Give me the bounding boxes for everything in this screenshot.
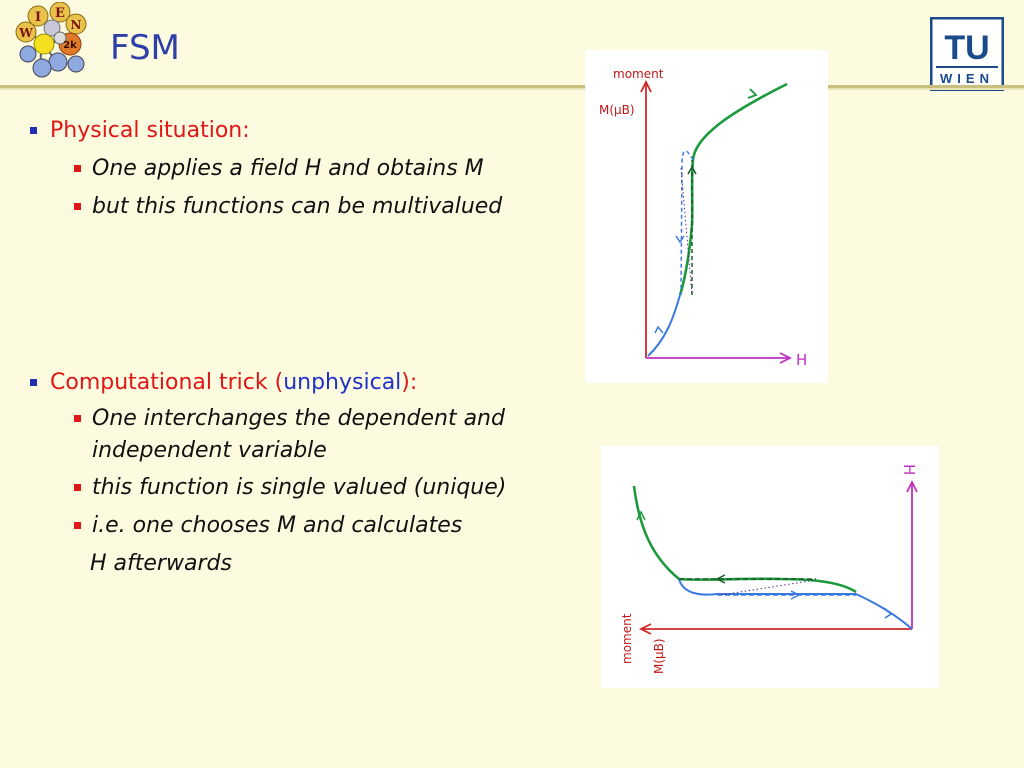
tu-wien-logo: TU WIEN	[930, 17, 1004, 91]
bullet-heading-part: ):	[401, 370, 418, 395]
sub-bullet: this function is single valued (unique)	[30, 472, 590, 503]
x-axis-arrow	[779, 352, 793, 364]
arrow-upper	[747, 88, 758, 99]
arrow-upper-left	[636, 510, 646, 521]
sub-bullet: but this functions can be multivalued	[30, 191, 590, 222]
dashed-down-blue	[680, 150, 694, 296]
sub-bullet-text: H afterwards	[90, 551, 232, 576]
sub-bullet-text: One interchanges the dependent and indep…	[92, 406, 505, 463]
bullet-heading-unphysical: unphysical	[283, 370, 402, 395]
slide-title: FSM	[110, 28, 180, 68]
bullet-heading: Physical situation:	[50, 118, 250, 143]
wien2k-logo: I E W N 2k	[15, 2, 87, 78]
bullet-marker	[30, 379, 37, 386]
sub-bullet-marker	[74, 484, 81, 491]
arrow-up	[687, 165, 697, 175]
sub-bullet-text: i.e. one chooses M and calculates	[92, 513, 463, 538]
sub-bullet-marker	[74, 165, 81, 172]
sub-bullet: One applies a field H and obtains M	[30, 153, 590, 184]
x-axis-label-h: H	[796, 351, 807, 369]
figure-h-vs-m: H moment M(μB)	[601, 446, 939, 688]
arrow-down	[675, 235, 685, 244]
sub-bullet-marker	[74, 415, 81, 422]
sub-bullet-marker	[74, 203, 81, 210]
arrow-left	[715, 574, 726, 584]
header-divider-shadow	[0, 88, 1024, 90]
sub-bullet-text: One applies a field H and obtains M	[92, 156, 484, 181]
sub-bullet-marker	[74, 522, 81, 529]
bullet-list: Physical situation: One applies a field …	[30, 116, 590, 579]
arrow-right-lower	[883, 607, 893, 619]
dotted-connector	[680, 167, 693, 296]
curve-blue	[678, 578, 913, 630]
sub-bullet: One interchanges the dependent and indep…	[30, 403, 572, 467]
sub-bullet-text: but this functions can be multivalued	[92, 194, 503, 219]
bullet-marker	[30, 127, 37, 134]
curve-green	[678, 82, 788, 296]
wien2k-letter-i: I	[35, 10, 41, 25]
wien2k-letter-n: N	[71, 18, 82, 32]
curve-lower-blue	[647, 294, 681, 357]
bullet-physical-situation: Physical situation:	[30, 116, 590, 146]
tu-logo-text: TU	[944, 29, 989, 67]
y-axis-label-m: M(μB)	[599, 103, 635, 117]
arrow-lower	[654, 325, 664, 334]
header-divider	[0, 85, 1024, 88]
y-axis-arrow	[640, 79, 652, 93]
bullet-heading-part: Computational trick (	[50, 370, 284, 395]
wien2k-letter-2k: 2k	[63, 40, 77, 51]
x-axis-label-m: M(μB)	[652, 638, 666, 674]
x-axis-label-moment: moment	[620, 613, 634, 664]
x-axis-arrow	[638, 623, 652, 635]
wien-logo-text: WIEN	[940, 71, 994, 86]
wien2k-letter-w: W	[18, 26, 33, 40]
y-axis-label-moment: moment	[613, 67, 664, 81]
y-axis-arrow	[906, 479, 918, 493]
dotted-connector	[720, 579, 817, 596]
sub-bullet-continuation: H afterwards	[30, 548, 590, 579]
figure-m-vs-h: moment M(μB) H	[585, 50, 828, 383]
wien2k-letter-e: E	[55, 6, 65, 21]
sub-bullet: i.e. one chooses M and calculates	[30, 510, 590, 541]
y-axis-label-h: H	[900, 464, 918, 475]
sub-bullet-text: this function is single valued (unique)	[92, 475, 507, 500]
arrow-right	[790, 590, 801, 600]
bullet-computational-trick: Computational trick (unphysical):	[30, 368, 590, 398]
curve-green	[632, 485, 857, 594]
